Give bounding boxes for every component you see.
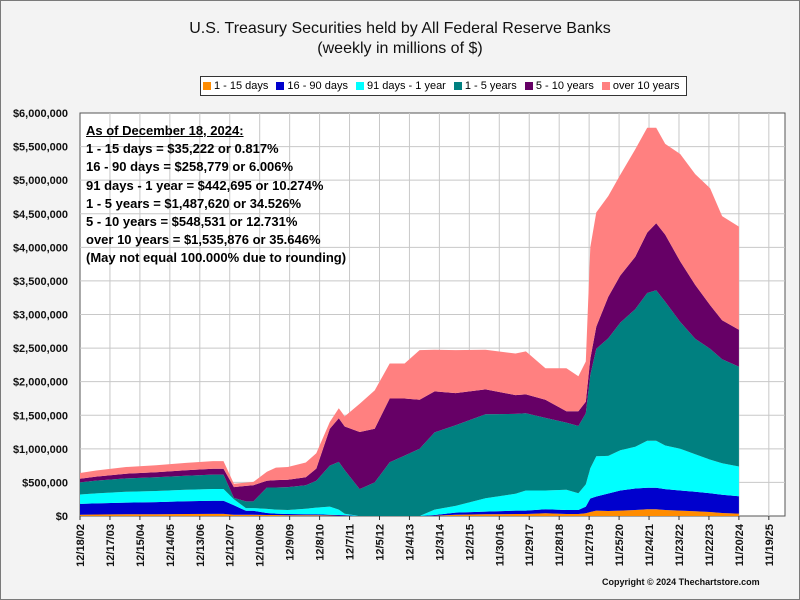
x-tick-label: 11/28/18 — [554, 524, 566, 566]
legend-item: 5 - 10 years — [524, 80, 594, 92]
x-tick-label: 11/22/23 — [704, 524, 716, 566]
y-tick-label: $1,500,000 — [13, 410, 68, 422]
area-series-over-10-years — [80, 127, 739, 488]
legend-swatch — [453, 82, 462, 90]
y-tick-label: $3,500,000 — [13, 276, 68, 288]
x-tick-label: 11/30/16 — [494, 524, 506, 566]
x-tick-label: 11/23/22 — [674, 524, 686, 566]
legend-swatch — [524, 82, 533, 90]
x-tick-label: 11/29/17 — [524, 524, 536, 566]
legend-item: 91 days - 1 year — [355, 80, 446, 92]
x-tick-label: 12/4/13 — [404, 524, 416, 561]
x-tick-label: 12/3/14 — [434, 523, 446, 561]
annotation-heading: As of December 18, 2024: — [86, 123, 244, 138]
area-series-91-days-1-year — [80, 440, 739, 516]
annotation-box: As of December 18, 2024: 1 - 15 days = $… — [86, 122, 346, 268]
area-series-1-15-days — [80, 509, 739, 516]
area-series-5-10-years — [80, 223, 739, 502]
y-tick-label: $1,000,000 — [13, 444, 68, 456]
x-tick-label: 12/10/08 — [255, 524, 267, 567]
y-tick-label: $4,000,000 — [13, 242, 68, 254]
x-tick-label: 12/15/04 — [135, 523, 147, 567]
x-tick-label: 11/27/19 — [584, 524, 596, 566]
x-tick-label: 12/2/15 — [464, 524, 476, 561]
annotation-line: 91 days - 1 year = $442,695 or 10.274% — [86, 177, 324, 193]
x-tick-label: 12/5/12 — [374, 524, 386, 561]
legend-label: over 10 years — [612, 80, 680, 92]
x-tick-label: 12/17/03 — [105, 524, 117, 567]
area-series-1-5-years — [80, 290, 739, 516]
x-tick-label: 12/14/05 — [165, 524, 177, 567]
chart-legend: 1 - 15 days 16 - 90 days 91 days - 1 year 1… — [200, 76, 687, 96]
annotation-line: 16 - 90 days = $258,779 or 6.006% — [86, 159, 294, 175]
legend-swatch — [203, 82, 211, 90]
annotation-line: over 10 years = $1,535,876 or 35.646% — [86, 232, 321, 248]
y-tick-label: $3,000,000 — [13, 310, 68, 322]
legend-label: 16 - 90 days — [287, 80, 348, 92]
x-tick-label: 11/24/21 — [644, 524, 656, 566]
x-tick-label: 11/25/20 — [614, 524, 626, 566]
x-tick-label: 12/13/06 — [195, 524, 207, 567]
x-tick-label: 12/9/09 — [285, 524, 297, 561]
x-tick-label: 11/19/25 — [764, 524, 776, 566]
annotation-line: (May not equal 100.000% due to rounding) — [86, 250, 347, 266]
legend-item: 1 - 15 days — [203, 80, 268, 92]
y-tick-label: $500,000 — [22, 477, 68, 489]
legend-swatch — [355, 82, 364, 90]
x-tick-label: 11/20/24 — [734, 523, 746, 566]
annotation-line: 1 - 5 years = $1,487,620 or 34.526% — [86, 195, 302, 211]
y-tick-label: $5,500,000 — [13, 142, 68, 154]
legend-swatch — [601, 82, 610, 90]
legend-label: 5 - 10 years — [535, 80, 594, 92]
annotation-line: 1 - 15 days = $35,222 or 0.817% — [86, 141, 279, 157]
legend-item: 1 - 5 years — [453, 80, 517, 92]
y-tick-label: $0 — [56, 511, 68, 523]
x-tick-label: 12/7/11 — [345, 524, 357, 560]
y-tick-label: $4,500,000 — [13, 209, 68, 221]
y-tick-label: $2,500,000 — [13, 343, 68, 355]
x-tick-label: 12/18/02 — [75, 524, 87, 567]
legend-item: 16 - 90 days — [276, 80, 348, 92]
legend-item: over 10 years — [601, 80, 680, 92]
x-tick-label: 12/12/07 — [225, 524, 237, 567]
chart-subtitle: (weekly in millions of $) — [317, 40, 483, 57]
legend-label: 1 - 5 years — [464, 80, 517, 92]
legend-swatch — [276, 82, 285, 90]
y-tick-label: $6,000,000 — [13, 108, 68, 120]
legend-label: 1 - 15 days — [214, 80, 269, 92]
y-tick-label: $5,000,000 — [13, 175, 68, 187]
x-tick-label: 12/8/10 — [315, 524, 327, 561]
legend-label: 91 days - 1 year — [366, 80, 446, 92]
area-series-16-90-days — [80, 487, 739, 516]
y-tick-label: $2,000,000 — [13, 377, 68, 389]
chart-title: U.S. Treasury Securities held by All Fed… — [189, 20, 611, 37]
copyright-text: Copyright © 2024 Thechartstore.com — [602, 577, 760, 587]
annotation-line: 5 - 10 years = $548,531 or 12.731% — [86, 214, 298, 230]
